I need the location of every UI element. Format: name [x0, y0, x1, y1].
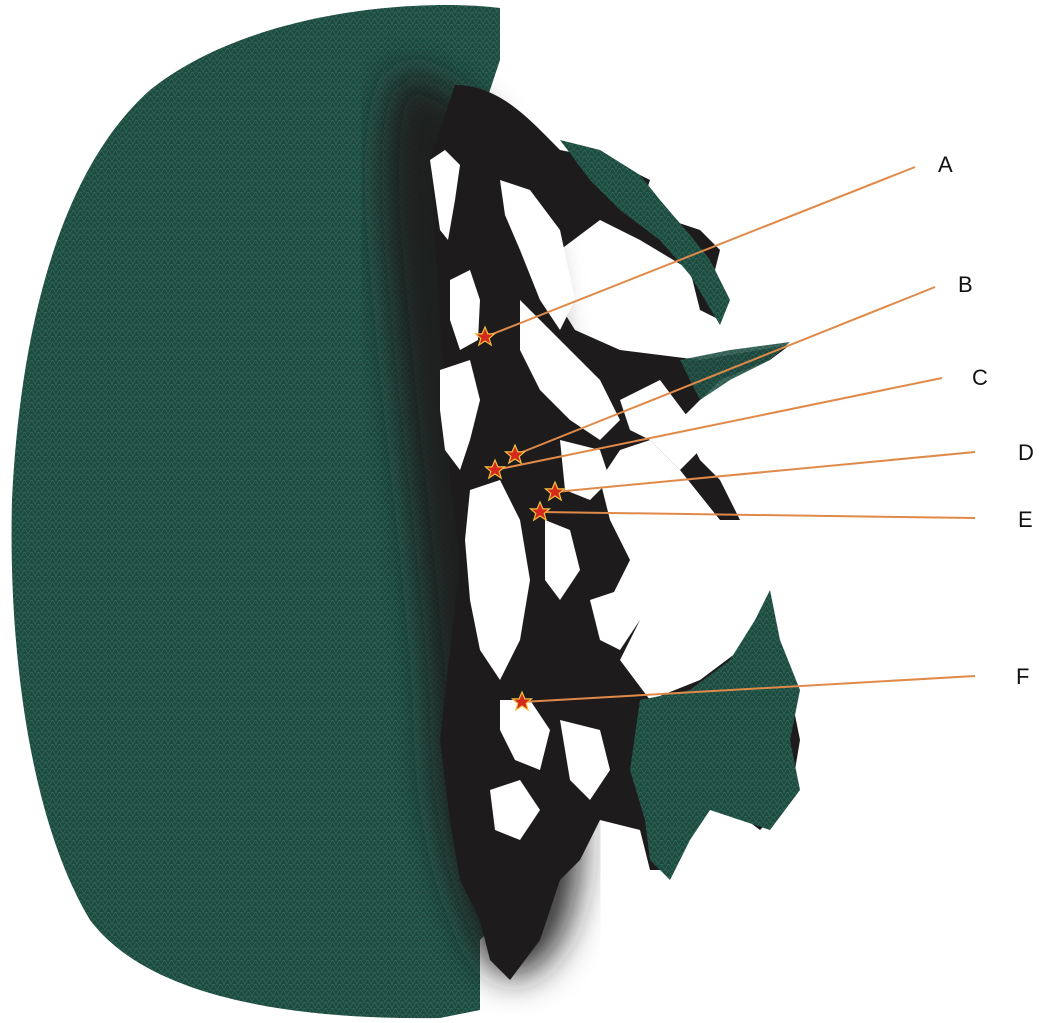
star-marker-a: [473, 325, 497, 347]
leader-lines: [484, 166, 976, 703]
station-label-d: D: [1018, 440, 1034, 465]
star-marker-d: [543, 480, 567, 502]
star-marker-e: [528, 500, 552, 522]
inlet-mesh-north: [560, 140, 730, 325]
inlet-mesh-south: [630, 590, 800, 880]
station-label-b: B: [958, 272, 973, 297]
station-labels: A B C D E F: [938, 152, 1034, 689]
station-label-f: F: [1016, 664, 1029, 689]
star-marker-c: [483, 458, 507, 480]
land-islands: [430, 150, 700, 840]
station-label-a: A: [938, 152, 953, 177]
station-markers: [473, 325, 567, 712]
leader-line-a: [484, 166, 916, 338]
leader-line-e: [539, 511, 976, 519]
station-label-e: E: [1018, 507, 1033, 532]
leader-line-b: [514, 286, 936, 456]
leader-line-d: [554, 451, 976, 493]
leader-line-c: [494, 377, 943, 471]
station-label-c: C: [972, 365, 988, 390]
star-marker-b: [503, 443, 527, 465]
leader-line-f: [521, 675, 976, 703]
star-marker-f: [510, 690, 534, 712]
